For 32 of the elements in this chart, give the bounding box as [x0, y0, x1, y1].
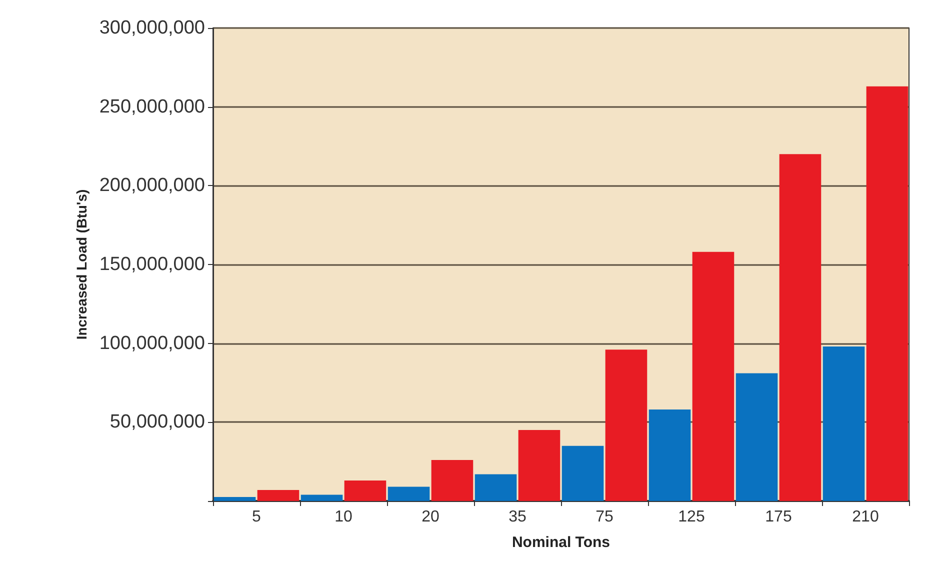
x-tick-label: 20 [422, 508, 440, 526]
bar [518, 430, 560, 501]
y-tick-label: 100,000,000 [99, 332, 205, 354]
y-tick-label: 150,000,000 [99, 254, 205, 275]
bar [344, 480, 386, 501]
x-tick-label: 10 [334, 508, 352, 526]
bar [779, 154, 822, 501]
x-tick-label: 210 [852, 508, 879, 526]
bar [431, 460, 474, 501]
bar [822, 346, 865, 501]
bar [692, 252, 734, 501]
y-tick-label: 200,000,000 [99, 175, 205, 196]
bar [562, 446, 604, 501]
x-tick-label: 125 [678, 508, 705, 526]
bar [214, 497, 256, 501]
y-axis-title: Increased Load (Btu's) [73, 189, 90, 340]
bar [474, 474, 517, 501]
x-tick-label: 5 [252, 508, 262, 526]
x-axis-title: Nominal Tons [512, 534, 610, 551]
bar [257, 490, 300, 501]
bar [648, 410, 691, 501]
y-tick-label: 50,000,000 [110, 412, 205, 433]
bar [736, 373, 778, 501]
x-tick-label: 35 [508, 508, 526, 526]
bar [605, 350, 648, 501]
x-tick-label: 175 [765, 508, 792, 526]
x-tick-label: 75 [596, 508, 614, 526]
y-tick-label: 250,000,000 [99, 96, 205, 118]
y-tick-label: 300,000,000 [99, 18, 205, 38]
bar [866, 86, 908, 501]
bar [300, 494, 343, 501]
bar [388, 486, 430, 501]
